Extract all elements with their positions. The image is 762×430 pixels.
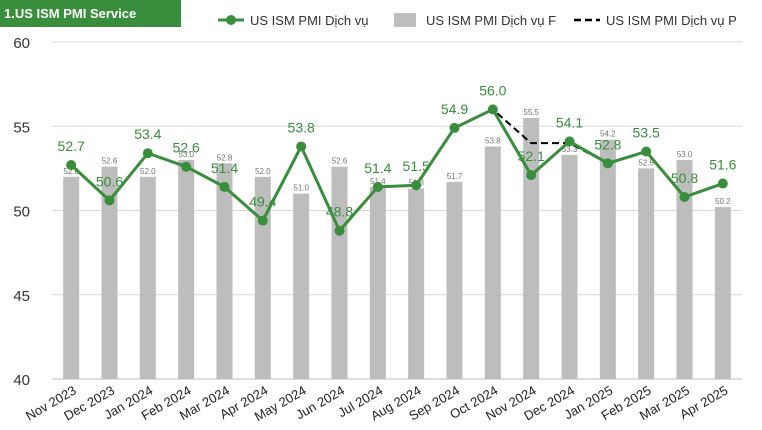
line-data-label: 50.6 (96, 173, 123, 189)
bar-data-label: 53.3 (562, 145, 578, 154)
legend-label: US ISM PMI Dịch vụ (250, 13, 368, 28)
bar-data-label: 52.0 (140, 167, 156, 176)
legend-marker (226, 15, 236, 25)
line-data-label: 48.8 (326, 204, 353, 220)
line-data-label: 52.6 (173, 140, 200, 156)
line-series-path (70, 107, 724, 234)
line-data-label: 51.4 (211, 160, 238, 176)
line-point (66, 160, 77, 171)
bar (293, 193, 310, 379)
bar-data-label: 53.0 (178, 150, 194, 159)
line-labels: 52.7 50.6 53.4 52.6 51.4 49.4 53.8 48.8 51.4 51.5… (58, 82, 737, 219)
bar (331, 166, 348, 379)
line-data-label: 52.7 (58, 138, 85, 154)
line-data-label: 54.9 (441, 101, 468, 117)
line-data-label: 51.6 (709, 157, 736, 173)
line-point (334, 225, 345, 236)
line-point (602, 158, 613, 169)
bar (101, 166, 118, 379)
bar-data-label: 52.0 (255, 167, 271, 176)
bar-data-label: 52.5 (638, 158, 654, 167)
line-point (564, 136, 575, 147)
line-data-label: 52.1 (518, 148, 545, 164)
line-point (717, 178, 728, 189)
line-point (257, 215, 268, 226)
bar-data-label: 51.0 (293, 184, 309, 193)
bar-series (63, 117, 731, 379)
bar (139, 176, 156, 379)
line-data-label: 50.8 (671, 170, 698, 186)
bar-data-label: 51.4 (370, 177, 386, 186)
line-point (449, 122, 460, 133)
bar-data-label: 52.6 (332, 157, 348, 166)
line-data-label: 49.4 (249, 194, 276, 210)
bar (484, 146, 501, 379)
y-tick-label: 50 (13, 204, 30, 221)
line-point (641, 146, 652, 157)
bar (446, 181, 463, 379)
line-data-label: 51.5 (403, 158, 430, 174)
bar (63, 176, 80, 379)
y-axis: 40 45 50 55 60 (13, 35, 30, 389)
chart-title: 1.US ISM PMI Service (0, 0, 181, 27)
bar (523, 117, 540, 379)
line-data-label: 52.8 (594, 136, 621, 152)
legend-bar-swatch (394, 13, 416, 27)
line-data-label: 54.1 (556, 114, 583, 130)
y-tick-label: 40 (13, 372, 30, 389)
line-point (296, 141, 307, 152)
bar-data-label: 52.0 (63, 167, 79, 176)
bar (714, 207, 731, 379)
line-point (219, 181, 230, 192)
bar (216, 163, 233, 379)
line-series (66, 104, 728, 236)
y-tick-label: 60 (13, 35, 30, 52)
bar (599, 139, 616, 379)
bar-data-label: 50.2 (715, 197, 731, 206)
line-point (526, 170, 537, 181)
y-tick-label: 45 (13, 288, 30, 305)
bar (638, 168, 655, 379)
line-point (142, 148, 153, 159)
legend: US ISM PMI Dịch vụ US ISM PMI Dịch vụ F US… (218, 13, 737, 28)
line-data-label: 53.8 (288, 119, 315, 135)
bar (408, 188, 425, 379)
y-tick-label: 55 (13, 119, 30, 136)
line-point (372, 181, 383, 192)
line-point (104, 195, 115, 206)
line-point (411, 180, 422, 191)
bar (254, 176, 271, 379)
bar-data-label: 53.8 (485, 136, 501, 145)
legend-label: US ISM PMI Dịch vụ F (426, 13, 556, 28)
bar (676, 159, 693, 379)
bar-data-label: 53.0 (677, 150, 693, 159)
line-data-label: 53.5 (633, 125, 660, 141)
legend-label: US ISM PMI Dịch vụ P (606, 13, 737, 28)
line-data-label: 53.4 (134, 126, 161, 142)
bar-data-label: 54.2 (600, 130, 616, 139)
line-data-label: 56.0 (479, 82, 506, 98)
bar (178, 159, 195, 379)
bar-data-label: 51.7 (447, 172, 463, 181)
line-data-label: 51.4 (364, 160, 391, 176)
line-point (181, 161, 192, 172)
line-point (679, 192, 690, 203)
line-point (487, 104, 498, 115)
bar-data-label: 52.8 (217, 153, 233, 162)
bar-data-label: 55.5 (523, 108, 539, 117)
bar (561, 154, 578, 379)
bar-data-label: 52.6 (102, 157, 118, 166)
bar (369, 186, 386, 379)
